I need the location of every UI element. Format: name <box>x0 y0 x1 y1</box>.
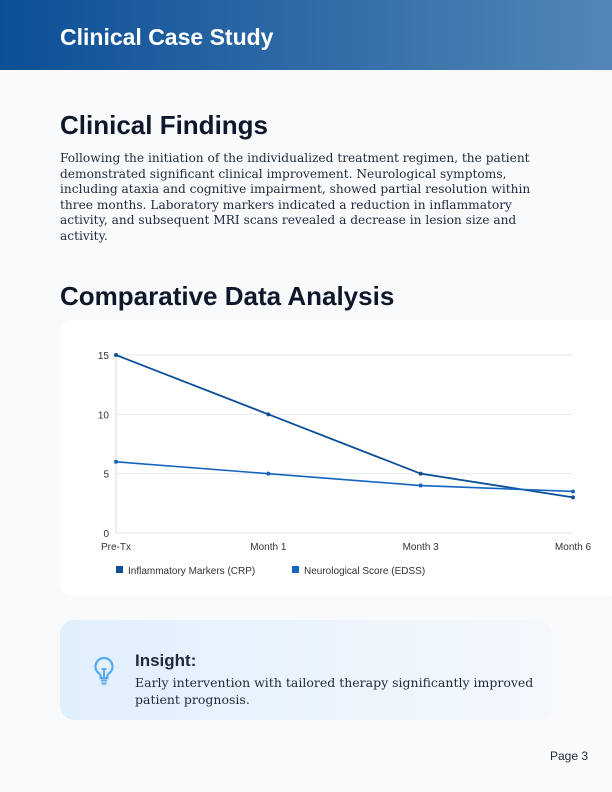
insight-box: Insight: Early intervention with tailore… <box>60 620 552 720</box>
y-tick-label: 5 <box>103 470 109 481</box>
insight-text: Early intervention with tailored therapy… <box>135 675 534 707</box>
legend-label: Neurological Score (EDSS) <box>304 566 425 577</box>
data-point <box>114 353 118 357</box>
legend-label: Inflammatory Markers (CRP) <box>128 566 255 577</box>
data-point <box>266 412 271 417</box>
series-line-0 <box>115 354 574 499</box>
data-point <box>114 459 118 464</box>
series-line-1 <box>115 461 574 493</box>
chart-card: 0 5 10 15 Pre-Tx Month 1 Month 3 Month 6 Inflamm… <box>60 320 612 596</box>
data-point <box>418 483 423 488</box>
y-tick-label: 10 <box>98 410 110 421</box>
line-chart: 0 5 10 15 Pre-Tx Month 1 Month 3 Month 6 Inflamm… <box>98 351 592 577</box>
legend-swatch <box>292 566 299 573</box>
legend-swatch <box>116 566 123 573</box>
data-point <box>266 471 271 476</box>
data-point <box>571 495 575 500</box>
document-title: Clinical Case Study <box>60 24 274 50</box>
section-heading-findings: Clinical Findings <box>60 110 269 140</box>
x-tick-label: Month 3 <box>403 542 440 553</box>
y-tick-label: 15 <box>98 351 110 362</box>
x-tick-label: Pre-Tx <box>101 542 131 553</box>
header-banner: Clinical Case Study <box>0 0 612 70</box>
data-point <box>418 471 423 476</box>
x-tick-label: Month 6 <box>555 542 592 553</box>
y-tick-label: 0 <box>103 529 109 540</box>
lightbulb-icon <box>94 656 114 685</box>
x-tick-label: Month 1 <box>250 542 287 553</box>
data-point <box>571 489 575 494</box>
section-heading-analysis: Comparative Data Analysis <box>60 281 395 311</box>
findings-paragraph: Following the initiation of the individu… <box>60 151 531 243</box>
page-number: Page 3 <box>550 749 589 763</box>
insight-title: Insight: <box>135 651 197 670</box>
